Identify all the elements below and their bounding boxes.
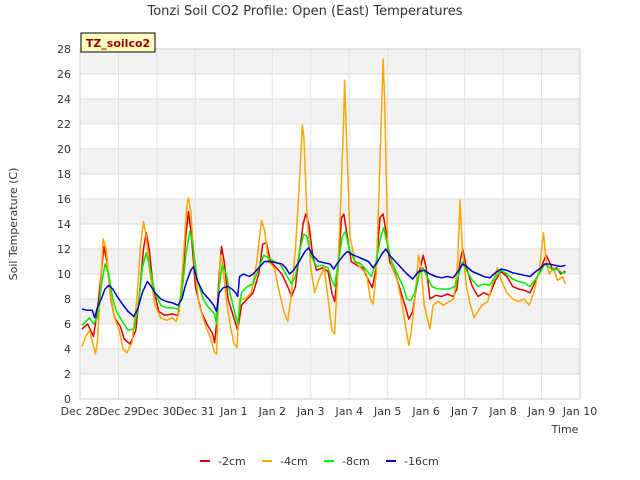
y-tick-label: 22	[57, 118, 71, 131]
x-tick-label: Jan 5	[373, 405, 401, 418]
plot-band	[80, 199, 580, 224]
plot-background-bands	[80, 49, 580, 399]
series-lines	[81, 58, 567, 355]
series-line-16cm	[81, 247, 566, 319]
x-tick-label: Jan 8	[488, 405, 516, 418]
y-tick-label: 16	[57, 193, 71, 206]
x-axis-label: Time	[551, 423, 579, 436]
x-tick-label: Jan 1	[219, 405, 247, 418]
plot-band	[80, 374, 580, 399]
legend-label: -8cm	[342, 455, 370, 468]
x-tick-label: Dec 30	[138, 405, 177, 418]
site-label-box: TZ_soilco2	[80, 32, 156, 53]
x-tick-label: Jan 6	[411, 405, 439, 418]
site-label-background	[80, 32, 156, 53]
x-tick-label: Jan 10	[562, 405, 597, 418]
x-tick-label: Jan 7	[450, 405, 478, 418]
site-label-text: TZ_soilco2	[86, 37, 150, 50]
y-tick-label: 14	[57, 218, 71, 231]
plot-band	[80, 49, 580, 74]
legend: -2cm -4cm -8cm -16cm	[200, 455, 439, 468]
y-axis-label: Soil Temperature (C)	[7, 168, 20, 281]
plot-band	[80, 324, 580, 349]
plot-band	[80, 174, 580, 199]
y-tick-label: 2	[64, 368, 71, 381]
x-tick-label: Jan 4	[335, 405, 363, 418]
y-tick-label: 18	[57, 168, 71, 181]
x-tick-label: Jan 9	[527, 405, 555, 418]
y-tick-label: 8	[64, 293, 71, 306]
y-tick-label: 20	[57, 143, 71, 156]
plot-band	[80, 124, 580, 149]
y-tick-label: 6	[64, 318, 71, 331]
series-line-4cm	[81, 58, 567, 355]
legend-label: -2cm	[218, 455, 246, 468]
x-tick-label: Dec 28	[61, 405, 100, 418]
legend-label: -16cm	[404, 455, 439, 468]
plot-band	[80, 349, 580, 374]
series-line-8cm	[81, 227, 566, 332]
x-tick-label: Jan 3	[296, 405, 324, 418]
legend-label: -4cm	[280, 455, 308, 468]
x-tick-label: Dec 29	[99, 405, 138, 418]
y-tick-label: 10	[57, 268, 71, 281]
plot-area-frame	[79, 48, 581, 400]
x-tick-label: Dec 31	[176, 405, 215, 418]
x-tick-label: Jan 2	[258, 405, 286, 418]
plot-band	[80, 224, 580, 249]
plot-band	[80, 74, 580, 99]
y-tick-label: 12	[57, 243, 71, 256]
y-tick-label: 4	[64, 343, 71, 356]
y-tick-label: 0	[64, 393, 71, 406]
plot-band	[80, 149, 580, 174]
y-tick-label: 24	[57, 93, 71, 106]
x-axis-ticks: Dec 28 Dec 29 Dec 30 Dec 31 Jan 1 Jan 2 Jan 3 J…	[61, 405, 598, 418]
plot-band	[80, 99, 580, 124]
y-tick-label: 26	[57, 68, 71, 81]
chart-title: Tonzi Soil CO2 Profile: Open (East) Temp…	[146, 4, 462, 19]
series-line-2cm	[81, 210, 567, 345]
y-tick-label: 28	[57, 43, 71, 56]
